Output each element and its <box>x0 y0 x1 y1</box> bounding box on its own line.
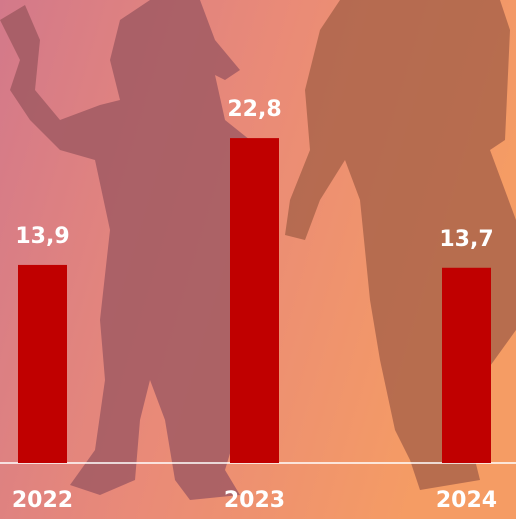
value-label: 13,9 <box>15 224 69 249</box>
value-label: 13,7 <box>439 227 493 252</box>
page: {"chart_data": {"type": "bar", "categori… <box>0 0 516 519</box>
x-tick-label: 2022 <box>12 488 73 513</box>
chart: 13,9 2022 22,8 2023 13,7 2024 <box>0 0 516 519</box>
value-label: 22,8 <box>227 97 281 122</box>
x-tick-label: 2024 <box>436 488 497 513</box>
bar <box>230 138 279 463</box>
bar <box>442 268 491 463</box>
bar <box>18 265 67 463</box>
x-tick-label: 2023 <box>224 488 285 513</box>
